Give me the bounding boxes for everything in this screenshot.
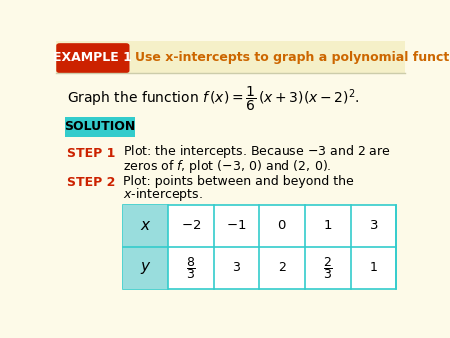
Bar [56, 41, 405, 73]
FancyBboxPatch shape [65, 117, 135, 137]
Text: $0$: $0$ [278, 219, 287, 232]
Text: $1$: $1$ [323, 219, 333, 232]
FancyBboxPatch shape [56, 43, 130, 73]
Text: $y$: $y$ [140, 260, 151, 276]
Text: $\dfrac{8}{3}$: $\dfrac{8}{3}$ [186, 255, 196, 281]
Text: $x$: $x$ [140, 218, 151, 233]
Text: $-2$: $-2$ [181, 219, 201, 232]
Text: $-1$: $-1$ [226, 219, 247, 232]
Text: Plot: the intercepts. Because $-3$ and $2$ are: Plot: the intercepts. Because $-3$ and $… [122, 143, 390, 161]
Text: Use x-intercepts to graph a polynomial function: Use x-intercepts to graph a polynomial f… [135, 51, 450, 65]
Text: $2$: $2$ [278, 262, 287, 274]
Bar [122, 204, 396, 289]
Bar [122, 247, 168, 289]
Bar [122, 204, 168, 247]
Text: Plot: points between and beyond the: Plot: points between and beyond the [122, 175, 353, 188]
Text: $3$: $3$ [232, 262, 241, 274]
Text: EXAMPLE 1: EXAMPLE 1 [54, 51, 132, 65]
Text: zeros of $f$, plot $(-3,\, 0)$ and $(2,\, 0)$.: zeros of $f$, plot $(-3,\, 0)$ and $(2,\… [122, 158, 331, 174]
Text: STEP 1: STEP 1 [67, 147, 115, 160]
Text: SOLUTION: SOLUTION [64, 120, 135, 133]
Text: $\dfrac{2}{3}$: $\dfrac{2}{3}$ [323, 255, 333, 281]
Text: $x$-intercepts.: $x$-intercepts. [122, 186, 202, 203]
Text: $1$: $1$ [369, 262, 378, 274]
Text: STEP 2: STEP 2 [67, 176, 115, 189]
Text: $3$: $3$ [369, 219, 378, 232]
Text: Graph the function $f\,(x) = \dfrac{1}{6}\,(x + 3)(x - 2)^2.$: Graph the function $f\,(x) = \dfrac{1}{6… [67, 85, 360, 113]
